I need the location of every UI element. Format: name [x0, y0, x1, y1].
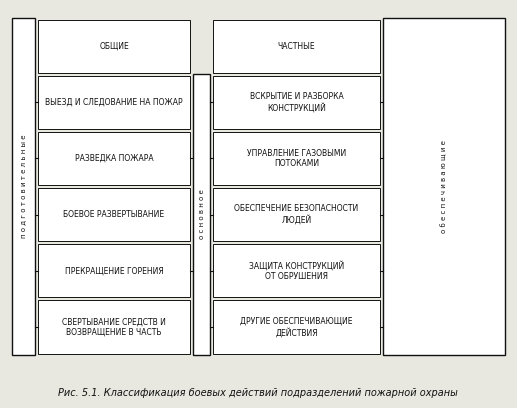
Bar — [12, 18, 35, 355]
Bar — [213, 300, 380, 353]
Text: Рис. 5.1. Классификация боевых действий подразделений пожарной охраны: Рис. 5.1. Классификация боевых действий … — [58, 388, 458, 398]
Text: ПРЕКРАЩЕНИЕ ГОРЕНИЯ: ПРЕКРАЩЕНИЕ ГОРЕНИЯ — [65, 266, 163, 275]
Text: ВСКРЫТИЕ И РАЗБОРКА
КОНСТРУКЦИЙ: ВСКРЫТИЕ И РАЗБОРКА КОНСТРУКЦИЙ — [250, 92, 343, 113]
Text: УПРАВЛЕНИЕ ГАЗОВЫМИ
ПОТОКАМИ: УПРАВЛЕНИЕ ГАЗОВЫМИ ПОТОКАМИ — [247, 149, 346, 168]
Bar — [38, 244, 190, 297]
Text: о с н о в н о е: о с н о в н о е — [199, 190, 205, 239]
Bar — [38, 188, 190, 241]
Text: СВЕРТЫВАНИЕ СРЕДСТВ И
ВОЗВРАЩЕНИЕ В ЧАСТЬ: СВЕРТЫВАНИЕ СРЕДСТВ И ВОЗВРАЩЕНИЕ В ЧАСТ… — [62, 317, 166, 337]
Bar — [213, 244, 380, 297]
Text: ДРУГИЕ ОБЕСПЕЧИВАЮЩИЕ
ДЕЙСТВИЯ: ДРУГИЕ ОБЕСПЕЧИВАЮЩИЕ ДЕЙСТВИЯ — [240, 317, 353, 337]
Text: о б е с п е ч и в а ю щ и е: о б е с п е ч и в а ю щ и е — [440, 140, 447, 233]
Text: БОЕВОЕ РАЗВЕРТЫВАНИЕ: БОЕВОЕ РАЗВЕРТЫВАНИЕ — [64, 210, 164, 219]
Text: РАЗВЕДКА ПОЖАРА: РАЗВЕДКА ПОЖАРА — [74, 154, 154, 163]
Bar — [38, 132, 190, 185]
Text: п о д г о т о в и т е л ь н ы е: п о д г о т о в и т е л ь н ы е — [21, 135, 26, 238]
Text: ЧАСТНЫЕ: ЧАСТНЫЕ — [278, 42, 315, 51]
Text: ЗАЩИТА КОНСТРУКЦИЙ
ОТ ОБРУШЕНИЯ: ЗАЩИТА КОНСТРУКЦИЙ ОТ ОБРУШЕНИЯ — [249, 261, 344, 281]
Bar — [213, 20, 380, 73]
Text: ОБЩИЕ: ОБЩИЕ — [99, 42, 129, 51]
Bar — [38, 20, 190, 73]
Text: ВЫЕЗД И СЛЕДОВАНИЕ НА ПОЖАР: ВЫЕЗД И СЛЕДОВАНИЕ НА ПОЖАР — [45, 98, 183, 107]
Text: ОБЕСПЕЧЕНИЕ БЕЗОПАСНОСТИ
ЛЮДЕЙ: ОБЕСПЕЧЕНИЕ БЕЗОПАСНОСТИ ЛЮДЕЙ — [234, 204, 359, 225]
Bar — [193, 74, 210, 355]
Bar — [383, 18, 505, 355]
Bar — [213, 75, 380, 129]
Bar — [213, 132, 380, 185]
Bar — [38, 300, 190, 353]
Bar — [213, 188, 380, 241]
Bar — [38, 75, 190, 129]
